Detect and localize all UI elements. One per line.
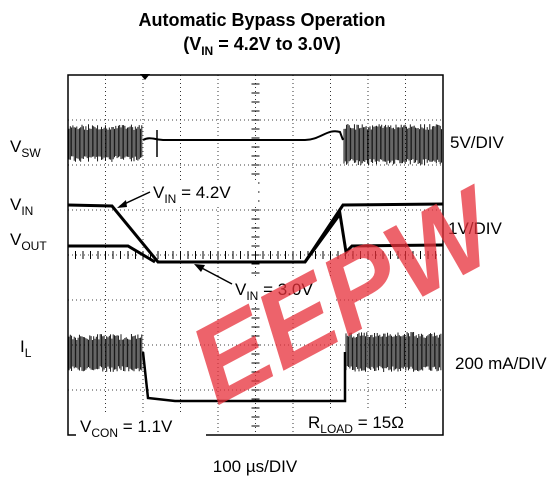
channel-label: VIN xyxy=(10,195,33,218)
channel-label: IL xyxy=(20,337,32,360)
channel-scale: 5V/DIV xyxy=(450,133,505,152)
channel-label: VOUT xyxy=(10,230,47,253)
channel-scale: 200 mA/DIV xyxy=(455,354,547,373)
title: Automatic Bypass Operation xyxy=(138,10,385,30)
scope-screenshot: Automatic Bypass Operation (VIN = 4.2V t… xyxy=(0,0,560,482)
time-scale: 100 µs/DIV xyxy=(213,457,298,476)
channel-label: VSW xyxy=(10,137,41,160)
subtitle: (VIN = 4.2V to 3.0V) xyxy=(183,34,341,58)
